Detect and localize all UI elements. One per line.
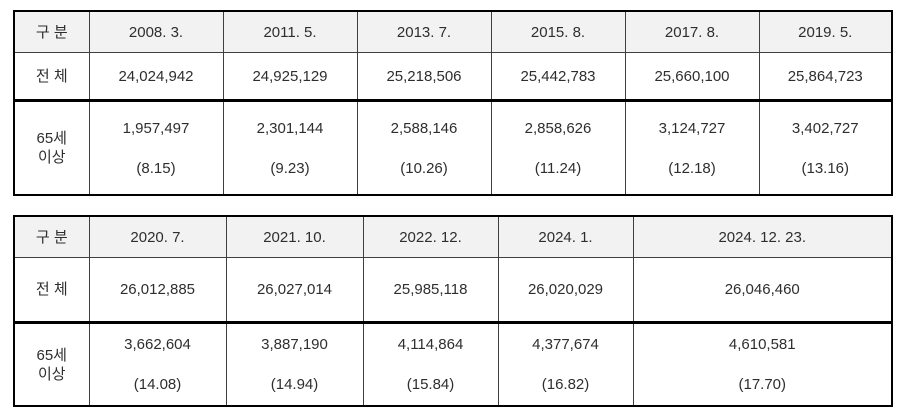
table1-header-date-2017-8: 2017. 8. [624,10,760,53]
table2-senior-cell: 3,887,190 (14.94) [225,322,364,407]
table1-senior-cell: 1,957,497 (8.15) [88,100,224,196]
table1-senior-cell: 2,301,144 (9.23) [222,100,358,196]
senior-count: 3,124,727 [658,119,726,137]
table1-header-date-2019-5: 2019. 5. [758,10,893,53]
senior-percent: (9.23) [270,159,310,177]
table2-senior-row: 65세 이상 3,662,604 (14.08) 3,887,190 (14.9… [13,322,893,407]
senior-percent: (16.82) [541,376,590,393]
table2-header-date-2024-12-23: 2024. 12. 23. [632,215,893,258]
senior-count: 1,957,497 [122,119,190,137]
table1-total-cell: 24,925,129 [222,52,358,102]
table1-row-label-total: 전 체 [13,52,90,102]
table1-header-date-2013-7: 2013. 7. [356,10,492,53]
table1-senior-cell: 3,124,727 (12.18) [624,100,760,196]
senior-count: 4,377,674 [532,336,599,353]
population-table-recent-years: 구 분 2020. 7. 2021. 10. 2022. 12. 2024. 1… [13,215,893,407]
table2-header-date-2022-12: 2022. 12. [362,215,499,258]
senior-percent: (14.08) [133,376,182,393]
table2-total-cell: 26,012,885 [88,257,227,324]
table1-senior-cell: 2,588,146 (10.26) [356,100,492,196]
table1-header-date-2015-8: 2015. 8. [490,10,626,53]
senior-count: 2,301,144 [256,119,324,137]
table2-total-cell: 26,027,014 [225,257,364,324]
senior-percent: (10.26) [400,159,448,177]
table2-header-date-2024-1: 2024. 1. [497,215,634,258]
table1-total-cell: 25,442,783 [490,52,626,102]
table2-header-date-2020-7: 2020. 7. [88,215,227,258]
table2-header-row: 구 분 2020. 7. 2021. 10. 2022. 12. 2024. 1… [13,215,893,258]
senior-label-line2: 이상 [37,365,66,383]
senior-count: 2,588,146 [390,119,458,137]
senior-label-line2: 이상 [37,149,66,166]
table1-total-cell: 25,864,723 [758,52,893,102]
table2-row-label-total: 전 체 [13,257,90,324]
table1-senior-cell: 3,402,727 (13.16) [758,100,893,196]
table1-row-label-senior: 65세 이상 [13,100,90,196]
table2-row-label-senior: 65세 이상 [13,322,90,407]
senior-percent: (17.70) [738,376,787,393]
senior-label-line1: 65세 [36,346,68,364]
table1-header-date-2011-5: 2011. 5. [222,10,358,53]
table1-header-date-2008-3: 2008. 3. [88,10,224,53]
senior-count: 3,662,604 [124,336,191,353]
senior-count: 2,858,626 [524,119,592,137]
senior-percent: (11.24) [534,159,582,177]
table2-senior-cell: 3,662,604 (14.08) [88,322,227,407]
table1-total-cell: 25,660,100 [624,52,760,102]
table1-senior-cell: 2,858,626 (11.24) [490,100,626,196]
senior-percent: (12.18) [668,159,716,177]
senior-percent: (8.15) [136,159,176,177]
table1-total-cell: 24,024,942 [88,52,224,102]
table1-total-row: 전 체 24,024,942 24,925,129 25,218,506 25,… [13,52,893,102]
senior-count: 4,114,864 [397,336,464,353]
table2-senior-cell: 4,377,674 (16.82) [497,322,634,407]
table1-header-category: 구 분 [13,10,90,53]
population-table-earlier-years: 구 분 2008. 3. 2011. 5. 2013. 7. 2015. 8. … [13,10,893,196]
table1-header-row: 구 분 2008. 3. 2011. 5. 2013. 7. 2015. 8. … [13,10,893,53]
table2-total-row: 전 체 26,012,885 26,027,014 25,985,118 26,… [13,257,893,324]
table2-total-cell: 26,020,029 [497,257,634,324]
table1-total-cell: 25,218,506 [356,52,492,102]
senior-percent: (14.94) [270,376,319,393]
senior-label-line1: 65세 [36,130,68,147]
senior-percent: (15.84) [406,376,455,393]
senior-count: 4,610,581 [728,336,796,353]
table2-total-cell: 25,985,118 [362,257,499,324]
senior-count: 3,887,190 [261,336,328,353]
senior-percent: (13.16) [801,159,850,177]
table2-header-date-2021-10: 2021. 10. [225,215,364,258]
table2-header-category: 구 분 [13,215,90,258]
table2-total-cell: 26,046,460 [632,257,893,324]
table2-senior-cell: 4,114,864 (15.84) [362,322,499,407]
senior-count: 3,402,727 [791,119,859,137]
table2-senior-cell: 4,610,581 (17.70) [632,322,893,407]
table1-senior-row: 65세 이상 1,957,497 (8.15) 2,301,144 (9.23)… [13,100,893,196]
